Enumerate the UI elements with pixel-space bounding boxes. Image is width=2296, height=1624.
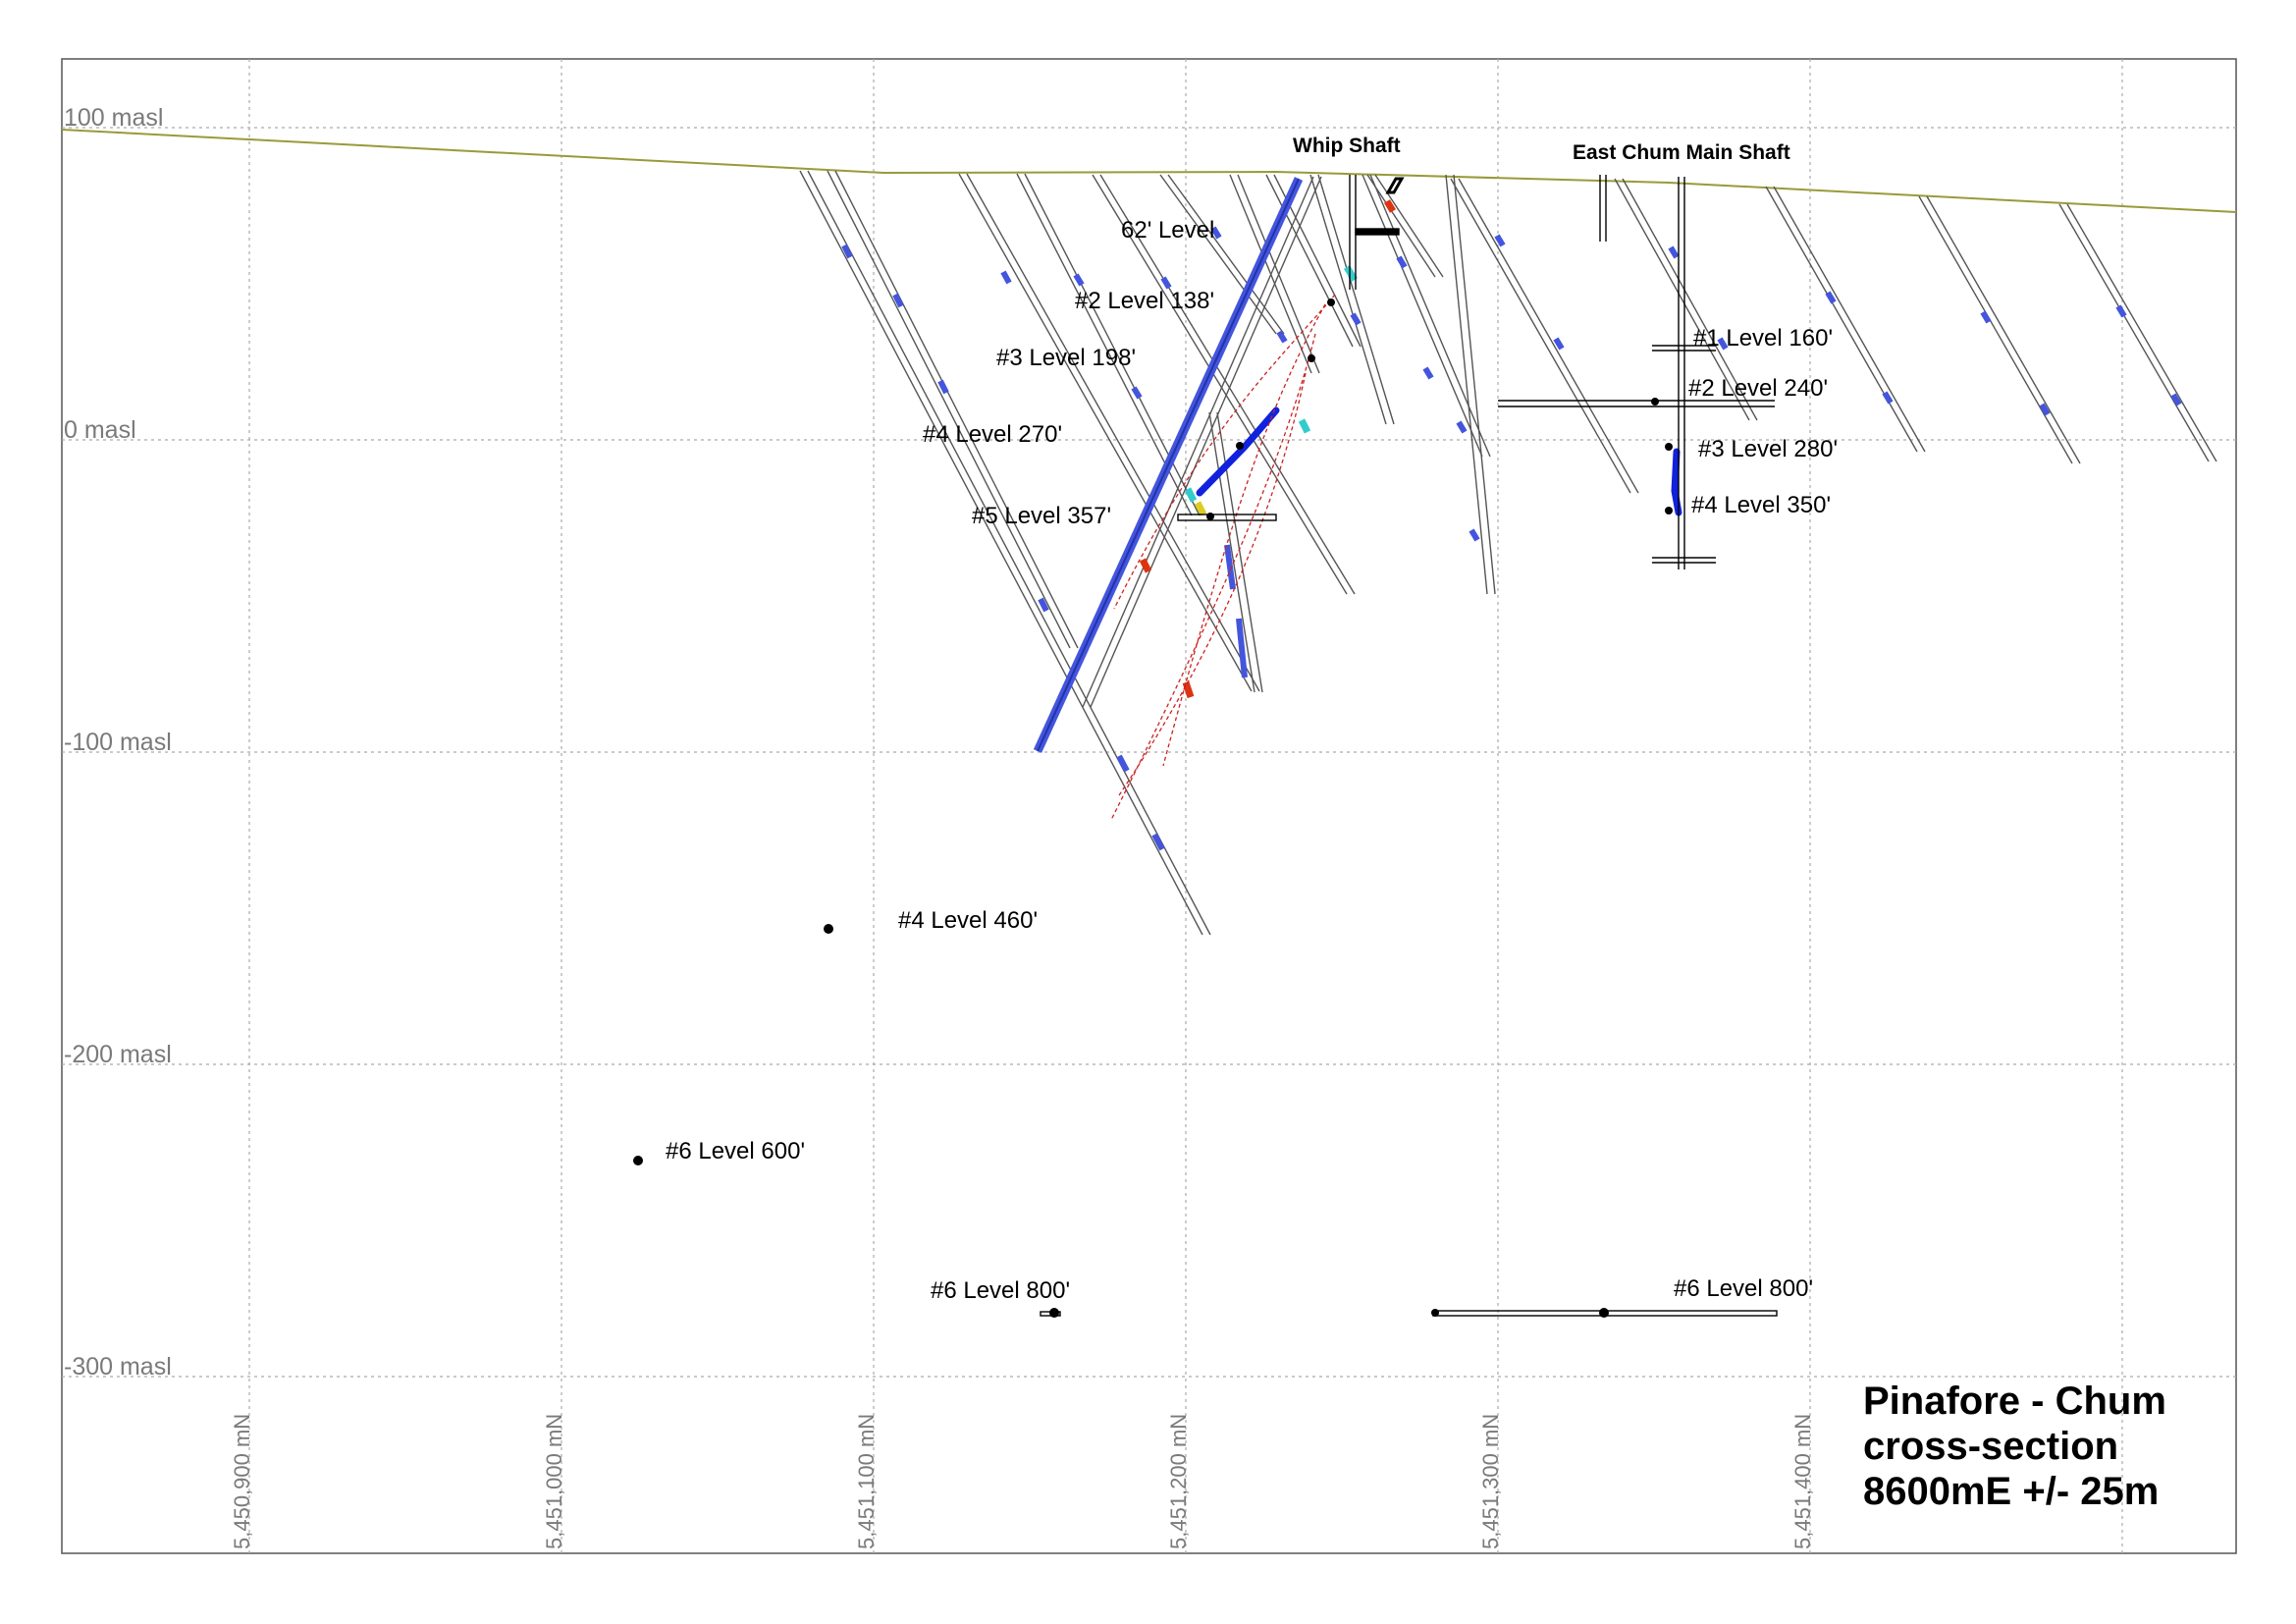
ore-pods <box>1196 406 1682 516</box>
level-label: #4 Level 350' <box>1691 492 1831 518</box>
level-label: #4 Level 460' <box>898 907 1038 934</box>
level-label: 62' Level <box>1121 217 1214 244</box>
section-title: cross-section <box>1863 1425 2118 1468</box>
level-label: #6 Level 800' <box>1674 1275 1813 1302</box>
level-label: #2 Level 240' <box>1688 375 1828 402</box>
elevation-label: 100 masl <box>64 104 163 132</box>
map-frame <box>61 58 2237 1554</box>
mineralized-hole <box>1037 178 1300 752</box>
level-label: #4 Level 270' <box>923 421 1062 448</box>
northing-label: 5,451,200 mN <box>1166 1414 1191 1549</box>
shaft-collar <box>1385 177 1405 194</box>
elevation-label: -300 masl <box>64 1353 172 1380</box>
level-label: #3 Level 280' <box>1698 436 1838 462</box>
section-title: 8600mE +/- 25m <box>1863 1470 2159 1513</box>
topography-line <box>61 129 2237 213</box>
projected-traces <box>1110 294 1336 821</box>
drill-holes <box>799 170 2217 936</box>
grid <box>62 59 2236 1553</box>
level-label: #3 Level 198' <box>996 345 1136 371</box>
northing-label: 5,450,900 mN <box>230 1414 254 1549</box>
northing-label: 5,451,100 mN <box>854 1414 879 1549</box>
working-points <box>633 298 1673 1318</box>
northing-label: 5,451,000 mN <box>542 1414 566 1549</box>
grade-highlights <box>1139 199 1397 699</box>
level-label: #6 Level 800' <box>931 1277 1070 1304</box>
section-title: Pinafore - Chum <box>1863 1380 2166 1423</box>
northing-label: 5,451,400 mN <box>1790 1414 1815 1549</box>
elevation-label: -200 masl <box>64 1041 172 1068</box>
level-label: #1 Level 160' <box>1693 325 1833 352</box>
level-label: #2 Level 138' <box>1075 288 1214 314</box>
level-label: #6 Level 600' <box>666 1138 805 1164</box>
northing-label: 5,451,300 mN <box>1478 1414 1503 1549</box>
shaft-label: Whip Shaft <box>1293 135 1401 157</box>
assay-intervals <box>841 226 2182 851</box>
elevation-label: -100 masl <box>64 729 172 756</box>
shaft-label: East Chum Main Shaft <box>1573 141 1790 164</box>
elevation-label: 0 masl <box>64 416 136 444</box>
level-label: #5 Level 357' <box>972 503 1111 529</box>
